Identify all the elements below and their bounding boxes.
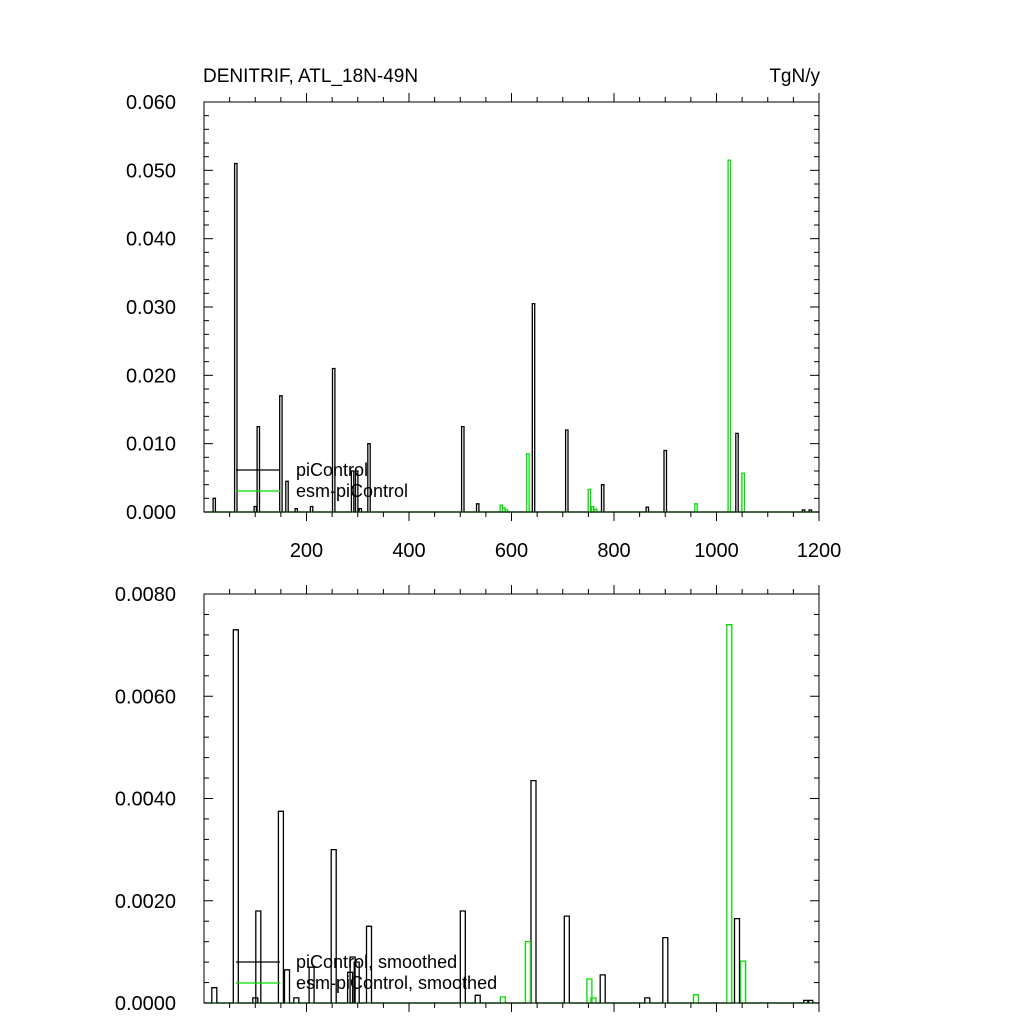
x-tick-label: 1000 <box>694 540 739 562</box>
bottom-panel: 0.0000 0.0020 0.0040 0.0060 0.0080 piControl… <box>115 584 820 1015</box>
units-label: TgN/y <box>769 66 820 87</box>
y-tick-label: 0.0040 <box>115 789 176 811</box>
chart-title: DENITRIF, ATL_18N-49N <box>203 66 418 87</box>
y-tick-label: 0.000 <box>126 502 176 524</box>
y-tick-label: 0.0060 <box>115 686 176 708</box>
x-tick-label: 1200 <box>797 540 842 562</box>
y-tick-label: 0.030 <box>126 297 176 319</box>
legend-label: piControl <box>296 460 368 480</box>
series-line-picontrol <box>204 629 819 1004</box>
y-tick-label: 0.040 <box>126 229 176 251</box>
x-tick-label: 600 <box>495 540 528 562</box>
x-tick-label: 800 <box>597 540 630 562</box>
top-panel-axes: 0.000 0.010 0.020 0.030 0.040 0.050 0.060 200 40… <box>126 92 841 562</box>
legend-label: piControl, smoothed <box>296 952 457 972</box>
x-tick-label: 200 <box>290 540 323 562</box>
series-line-esm-picontrol <box>204 624 819 1004</box>
legend-label: esm-piControl, smoothed <box>296 973 497 993</box>
y-tick-label: 0.060 <box>126 92 176 114</box>
y-tick-label: 0.050 <box>126 160 176 182</box>
top-plot-frame <box>203 101 820 513</box>
top-panel: DENITRIF, ATL_18N-49N TgN/y 0.0000.0100.… <box>126 66 841 562</box>
legend-label: esm-piControl <box>296 481 408 501</box>
y-tick-label: 0.0080 <box>115 584 176 606</box>
x-tick-label: 400 <box>392 540 425 562</box>
y-tick-label: 0.0000 <box>115 993 176 1015</box>
y-tick-label: 0.0020 <box>115 891 176 913</box>
y-tick-label: 0.020 <box>126 365 176 387</box>
bottom-panel-marks <box>204 624 819 1004</box>
y-tick-label: 0.010 <box>126 434 176 456</box>
series-line-picontrol <box>204 162 819 513</box>
bottom-panel-axes: 0.0000 0.0020 0.0040 0.0060 0.0080 <box>115 584 820 1015</box>
